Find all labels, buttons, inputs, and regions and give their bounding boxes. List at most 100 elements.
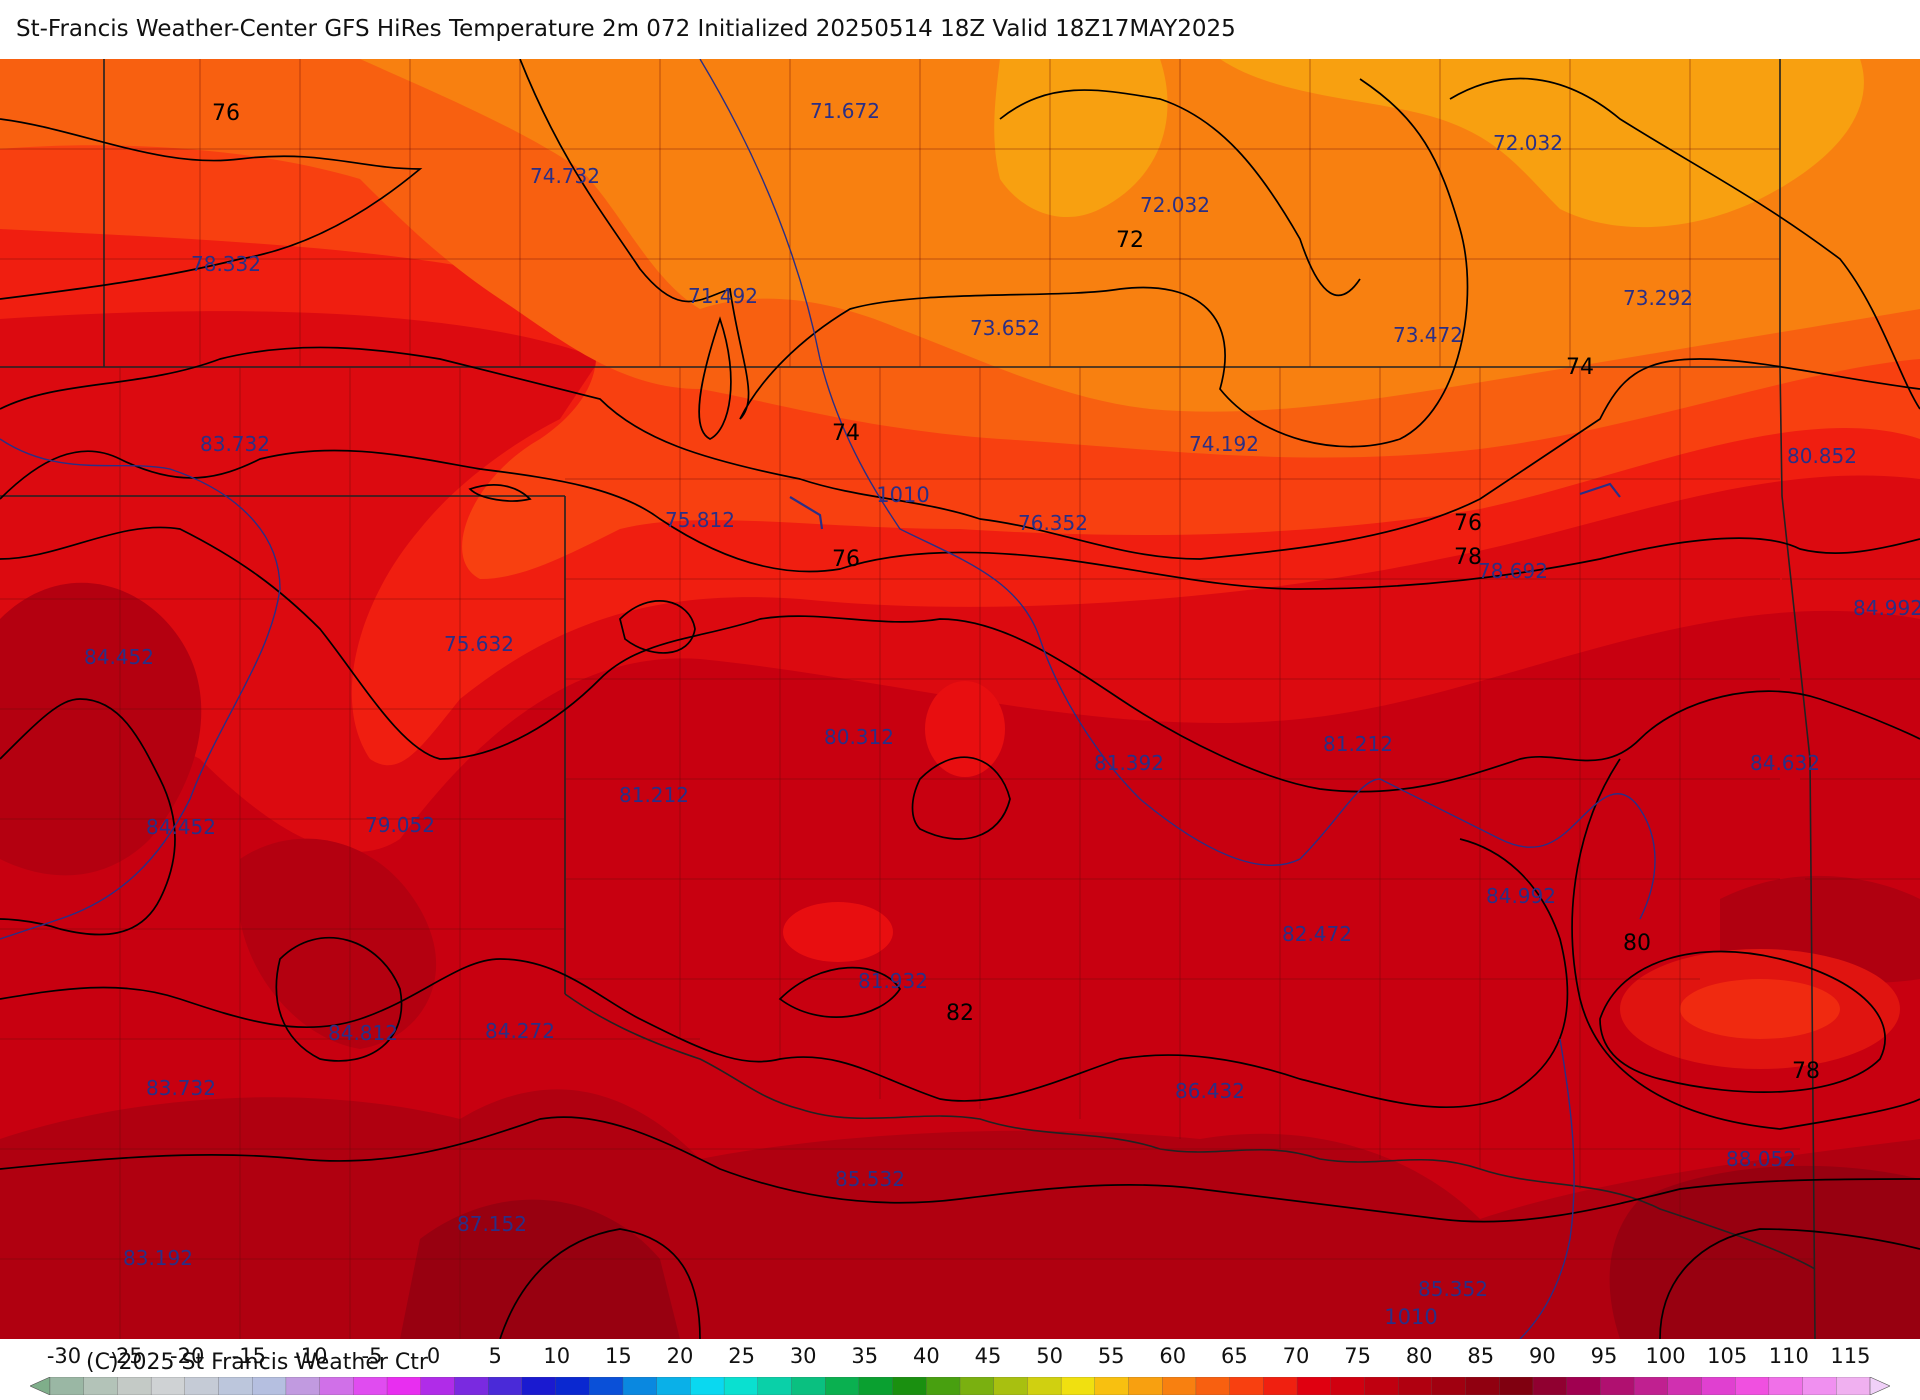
color-legend-bar (29, 1376, 1891, 1396)
legend-tick-label: 40 (913, 1344, 940, 1368)
legend-swatch (555, 1376, 590, 1396)
grid-value: 71.492 (688, 284, 758, 308)
legend-swatch (1229, 1376, 1264, 1396)
legend-swatch (1499, 1376, 1534, 1396)
grid-value: 79.052 (365, 813, 435, 837)
wind-barb-central (789, 496, 824, 530)
legend-swatch (1667, 1376, 1703, 1396)
field-hotter-se (1609, 1165, 1920, 1339)
isotherm-72-north (999, 89, 1361, 297)
isotherm-74 (0, 346, 1920, 560)
isotherm-80 (0, 698, 176, 936)
grid-value: 83.192 (123, 1246, 193, 1270)
map-title: St-Francis Weather-Center GFS HiRes Temp… (16, 16, 1236, 42)
grid-value: 83.732 (200, 432, 270, 456)
grid-value: 84.452 (84, 645, 154, 669)
legend-swatch (690, 1376, 725, 1396)
grid-value: 74.732 (530, 164, 600, 188)
legend-swatch (656, 1376, 692, 1396)
grid-value: 84.272 (485, 1019, 555, 1043)
legend-tick-label: 55 (1097, 1344, 1125, 1368)
legend-swatch (589, 1376, 624, 1396)
legend-tick-label: -30 (46, 1344, 82, 1368)
isobar-1010-south (1519, 1038, 1575, 1339)
isotherm-80-center (911, 756, 1011, 840)
contour-label: 78 (1454, 545, 1482, 570)
isotherm-74-inner (698, 316, 732, 440)
legend-swatch (1027, 1376, 1062, 1396)
legend-tick-label: 80 (1405, 1344, 1433, 1368)
grid-value: 73.472 (1393, 323, 1463, 347)
legend-tick-label: 70 (1282, 1344, 1310, 1368)
legend-swatch (252, 1376, 287, 1396)
legend-swatch (1195, 1376, 1231, 1396)
grid-value: 78.332 (191, 252, 261, 276)
grid-value: 81.212 (619, 783, 689, 807)
legend-tick-label: 105 (1707, 1344, 1748, 1368)
contour-label: 76 (1454, 511, 1482, 536)
legend-tick-label: 100 (1645, 1344, 1686, 1368)
legend-tick-label: 90 (1529, 1344, 1556, 1368)
isotherm-80-east (1599, 950, 1886, 1093)
legend-swatch (1465, 1376, 1500, 1396)
legend-swatch (1060, 1376, 1096, 1396)
legend-tick-label: 30 (789, 1344, 817, 1368)
grid-value: 85.532 (835, 1167, 905, 1191)
legend-swatch (858, 1376, 894, 1396)
contour-label: 72 (1116, 228, 1144, 253)
grid-value: 72.032 (1493, 131, 1563, 155)
legend-swatch (1566, 1376, 1602, 1396)
legend-tick-label: 20 (666, 1344, 694, 1368)
legend-swatch (1431, 1376, 1467, 1396)
legend-arrow-low (29, 1376, 51, 1396)
grid-value: 81.392 (1094, 751, 1164, 775)
wind-barbs (789, 482, 1621, 530)
legend-swatch (521, 1376, 557, 1396)
isotherm-84 (0, 1116, 1920, 1223)
grid-value: 88.052 (1726, 1147, 1796, 1171)
isotherm-86 (499, 1228, 701, 1339)
grid-value: 82.472 (1282, 922, 1352, 946)
isotherm-76-north (0, 118, 423, 300)
isotherm-84-west (275, 936, 403, 1062)
legend-tick-labels: -30 -25 -20 -15 -10 -5 0 5 10 15 20 25 30 35 40 45 50 55 6… (0, 1344, 1920, 1372)
grid-value: 84.632 (1750, 751, 1820, 775)
legend-tick-label: 85 (1467, 1344, 1495, 1368)
legend-swatch (1701, 1376, 1736, 1396)
isotherm-78 (0, 526, 1920, 793)
legend-swatch (1128, 1376, 1163, 1396)
grid-value: 72.032 (1140, 193, 1210, 217)
contour-label: 76 (212, 101, 240, 126)
legend-swatch (1263, 1376, 1298, 1396)
legend-tick-label: -5 (361, 1344, 383, 1368)
color-legend (29, 1376, 1891, 1396)
legend-tick-label: 45 (974, 1344, 1002, 1368)
legend-tick-label: -25 (108, 1344, 143, 1368)
legend-swatch (1397, 1376, 1433, 1396)
field-cool-pocket-center (783, 902, 893, 962)
isotherm-82 (0, 838, 1569, 1109)
legend-tick-label: -10 (293, 1344, 328, 1368)
isotherm-76-loop (468, 484, 532, 502)
isobar-1010-west (0, 438, 281, 940)
isobar-1010 (0, 59, 1656, 1339)
legend-swatch (454, 1376, 489, 1396)
legend-swatch (353, 1376, 388, 1396)
field-cool-east-core (1680, 979, 1840, 1039)
legend-tick-label: 35 (851, 1344, 879, 1368)
temperature-map: 76 74.732 71.672 72.032 72 72.032 78.332… (0, 59, 1920, 1339)
grid-value: 81.932 (858, 969, 928, 993)
grid-value: 80.312 (824, 725, 894, 749)
legend-swatch (49, 1376, 85, 1396)
legend-swatch (1600, 1376, 1635, 1396)
legend-swatch (825, 1376, 860, 1396)
legend-tick-label: 75 (1344, 1344, 1371, 1368)
isotherm-72-ne (1449, 77, 1920, 410)
legend-swatch (791, 1376, 826, 1396)
field-band-70b (1220, 59, 1864, 228)
grid-value: 75.812 (665, 508, 735, 532)
grid-value: 76.352 (1018, 511, 1088, 535)
legend-tick-label: 115 (1830, 1344, 1871, 1368)
grid-value: 83.732 (146, 1076, 216, 1100)
boundary-east (1779, 59, 1816, 1339)
